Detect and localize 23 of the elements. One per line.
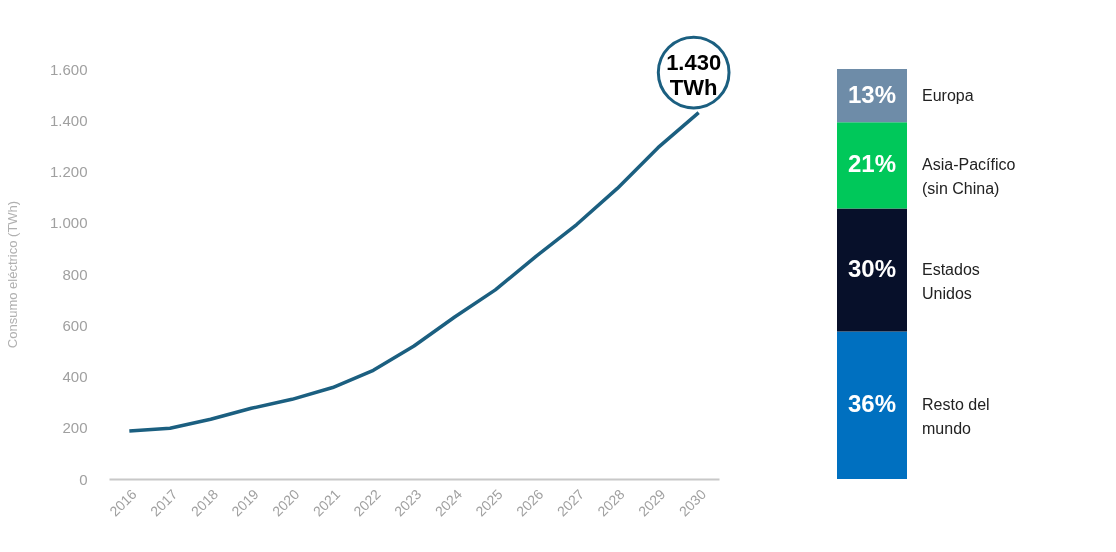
bar	[837, 122, 907, 209]
line-series	[127, 110, 701, 433]
y-tick-label: 800	[62, 265, 88, 283]
y-tick-label: 1.200	[49, 163, 88, 180]
bar	[837, 208, 907, 332]
data-label: 21%	[847, 150, 897, 178]
y-tick-label: 0	[79, 470, 88, 488]
y-axis-title: Consumo eléctrico (TWh)	[4, 200, 20, 349]
series-label: Estados Unidos	[922, 260, 980, 302]
bar	[837, 331, 907, 479]
series-label: Europa	[922, 86, 974, 104]
y-tick-label: 600	[62, 316, 88, 334]
y-tick-label: 1.600	[49, 60, 88, 78]
data-label: 30%	[847, 254, 897, 282]
y-tick-label: 1.000	[49, 214, 88, 232]
series-label: Asia-Pacífico (sin China)	[922, 156, 1016, 198]
data-label: 13%	[847, 80, 897, 108]
data-label: 36%	[847, 390, 897, 418]
annotation: 1.430 TWh	[666, 49, 722, 100]
series-label: Resto del mundo	[922, 396, 990, 438]
y-tick-label: 400	[62, 368, 88, 385]
y-tick-label: 200	[62, 419, 88, 437]
y-tick-label: 1.400	[49, 111, 88, 129]
